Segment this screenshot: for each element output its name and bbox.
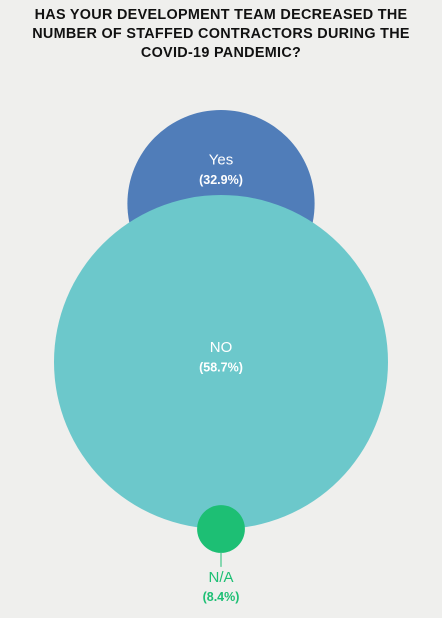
value-label: (8.4%) [203, 590, 240, 604]
value-label: (32.9%) [199, 173, 243, 187]
bubble [53, 194, 389, 530]
value-label: (58.7%) [199, 360, 243, 374]
category-label: N/A [208, 569, 233, 586]
category-label: NO [210, 339, 233, 356]
category-label: Yes [209, 152, 233, 169]
chart-title: HAS YOUR DEVELOPMENT TEAM DECREASED THE … [32, 7, 410, 61]
bubble [197, 505, 245, 553]
